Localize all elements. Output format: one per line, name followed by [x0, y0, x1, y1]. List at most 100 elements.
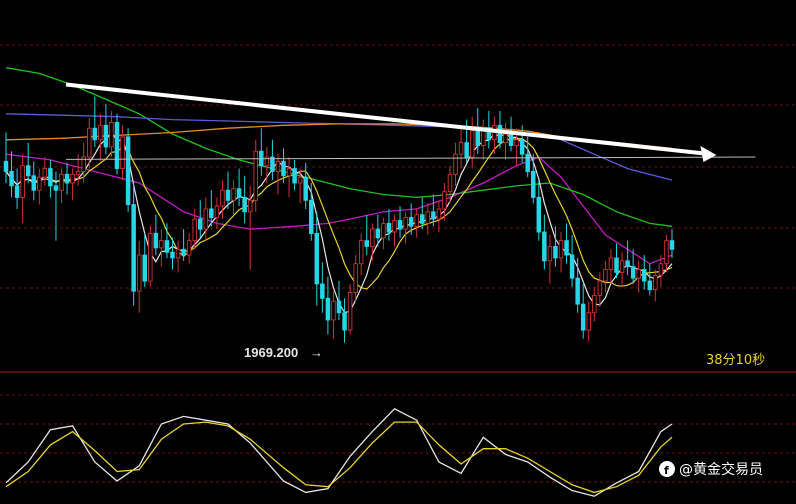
candle-up	[264, 156, 270, 167]
candle-down	[181, 248, 186, 256]
grid-lines	[0, 44, 796, 483]
candle-down	[242, 196, 247, 213]
candlesticks	[3, 96, 675, 343]
candle-up	[597, 280, 603, 296]
watermark-text: @黄金交易员	[679, 461, 763, 478]
candle-down	[320, 283, 325, 299]
candle-down	[131, 204, 136, 292]
candle-down	[64, 173, 70, 184]
candle-up	[186, 240, 192, 256]
candle-up	[159, 240, 164, 249]
candle-up	[331, 300, 336, 321]
oscillator-k-line	[5, 408, 673, 497]
candle-up	[514, 139, 519, 146]
candle-down	[170, 251, 175, 259]
candle-down	[525, 153, 530, 172]
candle-up	[136, 254, 142, 292]
trend-arrow-line	[65, 82, 705, 156]
candle-up	[503, 133, 508, 144]
candle-down	[31, 175, 37, 191]
candle-down	[342, 312, 347, 331]
candle-up	[247, 199, 253, 213]
gray-trend-line	[65, 156, 756, 160]
candle-down	[92, 127, 98, 141]
candle-up	[636, 269, 641, 279]
candle-up	[453, 153, 458, 175]
candle-down	[553, 245, 558, 259]
candle-down	[125, 136, 131, 206]
candle-up	[414, 214, 419, 227]
candle-down	[336, 300, 342, 314]
candle-up	[220, 189, 225, 207]
candle-up	[381, 222, 386, 239]
candle-down	[9, 171, 14, 187]
candle-up	[297, 176, 303, 184]
candle-up	[59, 173, 64, 191]
candle-up	[658, 263, 664, 276]
candle-down	[669, 240, 675, 250]
candle-down	[14, 185, 20, 198]
ma120-line	[5, 113, 673, 181]
candle-down	[292, 168, 297, 184]
candle-up	[214, 205, 220, 219]
candle-up	[603, 269, 608, 282]
candle-down	[542, 231, 547, 262]
candle-up	[425, 211, 431, 224]
candle-up	[619, 260, 625, 273]
candle-up	[403, 217, 408, 230]
candle-up	[592, 295, 597, 314]
candle-up	[442, 191, 447, 210]
candle-down	[464, 142, 469, 158]
candle-down	[325, 297, 331, 321]
candle-down	[114, 121, 120, 170]
candle-up	[42, 168, 48, 178]
candle-up	[608, 257, 614, 270]
candle-down	[270, 156, 275, 172]
candle-down	[25, 165, 31, 177]
candle-down	[536, 196, 542, 233]
candle-down	[309, 199, 314, 234]
candle-up	[231, 188, 236, 201]
countdown-timer: 38分10秒	[706, 353, 765, 368]
oscillator-d-line	[5, 421, 673, 494]
candle-down	[564, 240, 569, 256]
candle-down	[531, 171, 536, 198]
candle-down	[314, 233, 320, 285]
candle-down	[375, 228, 381, 239]
candle-down	[519, 139, 525, 155]
candle-up	[653, 274, 658, 291]
ma60-line	[5, 67, 673, 227]
candle-up	[120, 136, 125, 170]
candle-down	[364, 240, 370, 247]
candle-up	[347, 292, 353, 331]
candle-up	[20, 165, 25, 198]
svg-text:f: f	[664, 464, 669, 477]
candle-up	[192, 218, 197, 242]
candle-up	[37, 176, 42, 191]
candle-up	[469, 130, 475, 158]
candle-down	[580, 303, 586, 331]
candle-down	[575, 277, 580, 305]
candle-up	[353, 263, 358, 294]
candle-down	[53, 185, 59, 191]
candle-down	[303, 176, 308, 201]
candle-up	[358, 240, 364, 265]
candle-up	[75, 171, 81, 175]
candle-up	[98, 124, 103, 141]
candle-down	[497, 124, 503, 144]
candle-down	[569, 254, 575, 279]
candle-down	[164, 240, 170, 253]
candle-up	[370, 228, 375, 247]
candle-up	[586, 312, 592, 331]
candle-down	[103, 124, 109, 148]
candle-up	[436, 208, 442, 220]
candle-down	[225, 189, 231, 201]
candle-up	[558, 240, 564, 259]
candle-up	[203, 208, 209, 230]
low-price-label: 1969.200	[244, 345, 298, 360]
candle-up	[81, 156, 86, 172]
candle-up	[275, 160, 281, 172]
candle-up	[458, 142, 464, 155]
facebook-icon: f	[659, 461, 675, 477]
low-price-arrow: →	[310, 345, 323, 360]
